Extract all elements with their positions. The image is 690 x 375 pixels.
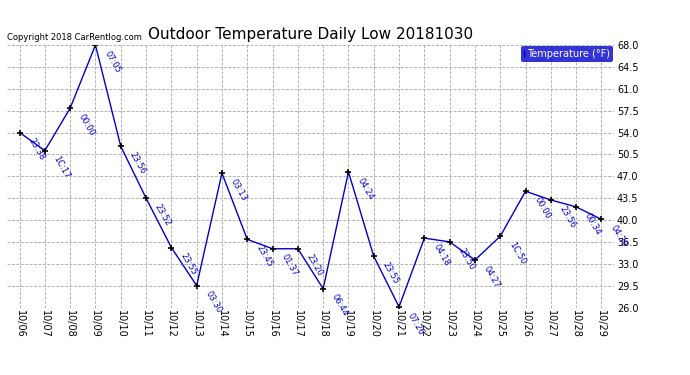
Text: 07:05: 07:05 — [102, 49, 122, 74]
Text: 00:00: 00:00 — [533, 195, 552, 220]
Text: 23:50: 23:50 — [457, 246, 476, 271]
Text: 07:26: 07:26 — [406, 311, 426, 336]
Text: 23:56: 23:56 — [128, 150, 148, 176]
Text: 04:39: 04:39 — [609, 224, 628, 249]
Text: 00:34: 00:34 — [583, 211, 603, 236]
Title: Outdoor Temperature Daily Low 20181030: Outdoor Temperature Daily Low 20181030 — [148, 27, 473, 42]
Text: 1C:50: 1C:50 — [507, 240, 527, 266]
Text: 04:24: 04:24 — [355, 176, 375, 201]
Legend: Temperature (°F): Temperature (°F) — [522, 46, 613, 62]
Text: 03:13: 03:13 — [229, 177, 248, 203]
Text: 23:20: 23:20 — [305, 253, 324, 278]
Text: Copyright 2018 CarRentlog.com: Copyright 2018 CarRentlog.com — [7, 33, 141, 42]
Text: 23:56: 23:56 — [558, 204, 578, 230]
Text: 03:30: 03:30 — [204, 290, 224, 315]
Text: 23:55: 23:55 — [178, 252, 198, 277]
Text: 06:44: 06:44 — [330, 293, 350, 318]
Text: 04:18: 04:18 — [431, 242, 451, 267]
Text: 01:37: 01:37 — [279, 253, 299, 278]
Text: 04:27: 04:27 — [482, 264, 502, 290]
Text: 23:45: 23:45 — [254, 243, 274, 269]
Text: 23:55: 23:55 — [381, 260, 400, 286]
Text: 23:38: 23:38 — [26, 136, 46, 162]
Text: 00:00: 00:00 — [77, 112, 97, 137]
Text: 23:52: 23:52 — [153, 202, 172, 228]
Text: 1C:17: 1C:17 — [52, 155, 72, 180]
